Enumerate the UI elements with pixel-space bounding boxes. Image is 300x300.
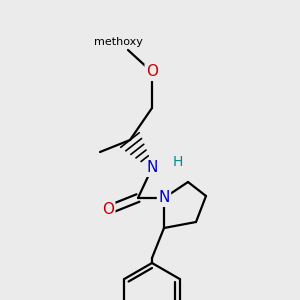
Text: O: O — [146, 64, 158, 80]
Text: O: O — [102, 202, 114, 217]
Text: methoxy: methoxy — [94, 37, 142, 47]
Text: N: N — [146, 160, 158, 175]
Text: N: N — [158, 190, 170, 206]
Text: H: H — [173, 155, 183, 169]
